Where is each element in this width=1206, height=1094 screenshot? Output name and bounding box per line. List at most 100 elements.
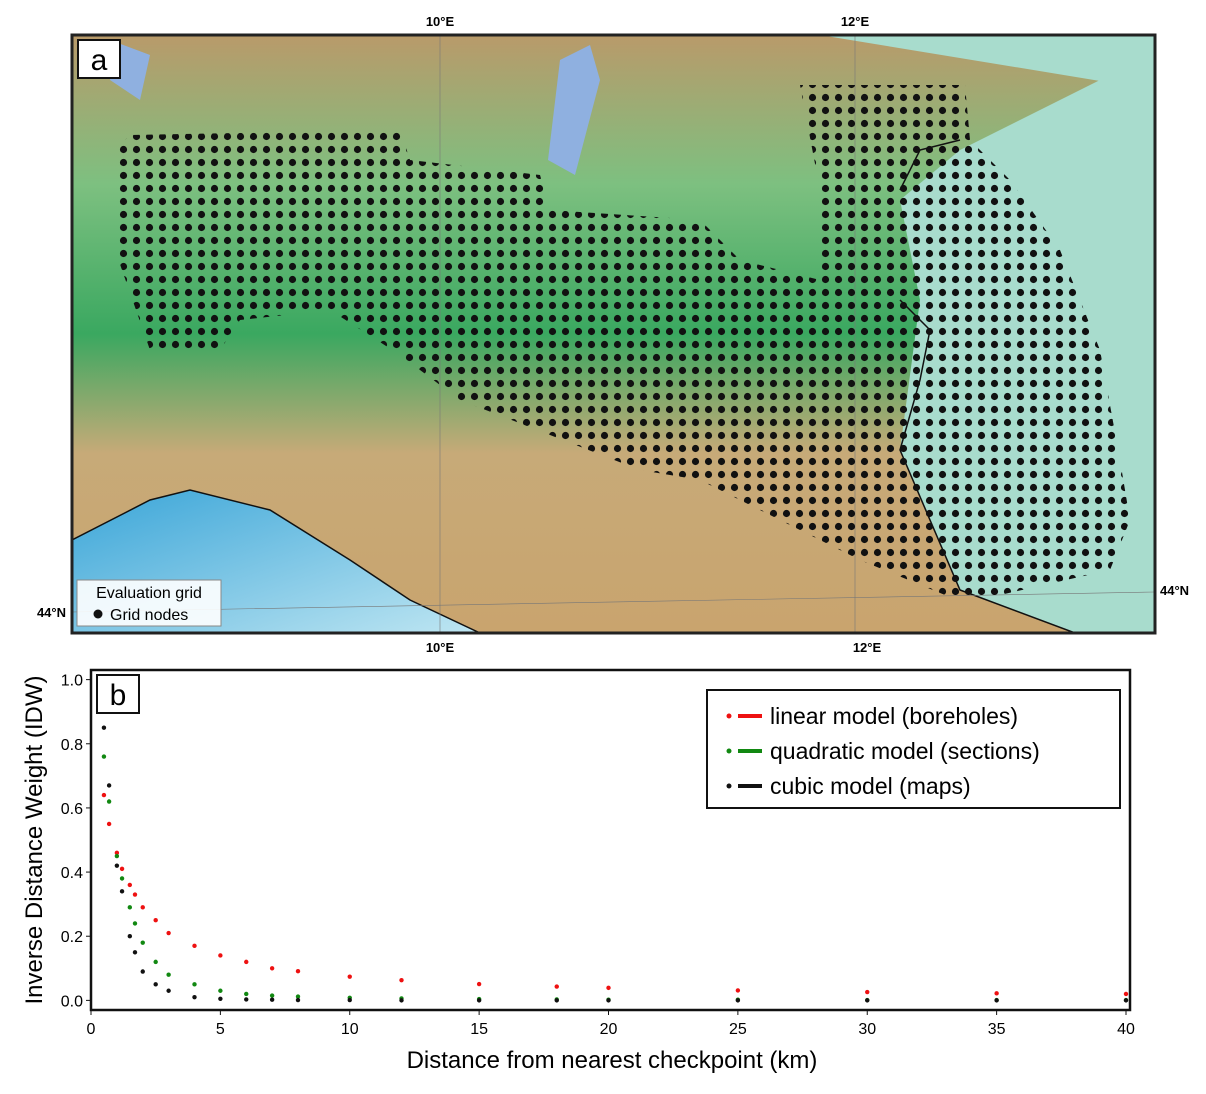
point [127,905,133,910]
panel-label: b [110,679,127,712]
point [101,725,107,730]
point [606,985,611,991]
point [295,994,301,999]
map [72,35,1155,633]
point [140,905,145,910]
point [399,998,404,1003]
x-tick-label: 30 [858,1021,876,1038]
point [132,892,138,897]
x-tick-label: 10 [341,1021,359,1038]
x-tick-label: 35 [988,1021,1006,1038]
map-legend [76,579,222,627]
panel-label: a [91,44,108,77]
point [735,988,741,993]
point [218,988,223,993]
point [476,981,482,987]
y-tick-label: 0.4 [61,865,83,882]
point [114,850,120,856]
legend-marker [726,783,732,789]
point [153,917,158,923]
point [218,996,223,1001]
lat-label: 44°N [37,605,66,620]
legend-label: Grid nodes [110,607,188,624]
point [295,968,301,974]
point [153,959,158,965]
x-tick-label: 5 [216,1021,225,1038]
point [140,940,145,945]
x-tick-label: 15 [470,1021,488,1038]
point [132,921,138,926]
point [244,991,249,997]
point [127,934,133,939]
lon-label: 10°E [426,640,455,655]
point [554,984,559,989]
point [1123,998,1129,1003]
legend [706,689,1121,809]
point [399,977,404,983]
point [132,950,138,955]
lon-label: 12°E [841,14,870,29]
y-axis-label: Inverse Distance Weight (IDW) [21,676,48,1005]
point [192,982,197,987]
point [166,972,171,977]
legend-title: Evaluation grid [96,585,202,602]
x-tick-label: 0 [87,1021,96,1038]
legend-label: cubic model (maps) [770,773,971,799]
point [106,821,112,827]
map-frame [70,33,1157,635]
point [153,982,158,987]
y-tick-label: 1.0 [61,673,83,690]
panel-label-box [77,39,121,79]
legend-marker [726,748,732,754]
y-tick-label: 0.0 [61,993,83,1010]
point [119,876,125,881]
point [192,994,197,1000]
point [269,997,275,1002]
point [140,969,145,974]
lat-label: 44°N [1160,583,1189,598]
point [994,998,999,1003]
lon-label: 12°E [853,640,882,655]
plot-frame [89,668,1132,1012]
point [865,989,870,995]
point [106,799,112,804]
point [1123,991,1129,997]
point [101,754,107,759]
point [244,997,249,1002]
y-tick-label: 0.6 [61,801,83,818]
point [554,998,559,1003]
legend-marker [93,609,103,619]
point [347,974,352,979]
point [347,997,352,1003]
legend-label: linear model (boreholes) [770,703,1018,729]
legend-marker [726,713,732,719]
point [244,959,249,965]
point [192,943,197,949]
lon-label: 10°E [426,14,455,29]
point [127,882,133,888]
point [101,792,107,798]
x-tick-label: 25 [729,1021,747,1038]
y-tick-label: 0.2 [61,929,83,946]
point [476,998,482,1003]
legend-label: quadratic model (sections) [770,738,1040,764]
point [735,998,741,1003]
point [269,966,275,971]
point [119,889,125,894]
point [114,863,120,868]
point [994,991,999,996]
point [114,853,120,859]
x-tick-label: 20 [600,1021,618,1038]
point [119,866,125,872]
point [865,998,870,1003]
point [166,988,171,993]
point [166,930,171,936]
point [295,997,301,1003]
x-axis-label: Distance from nearest checkpoint (km) [407,1047,818,1074]
point [269,993,275,998]
y-tick-label: 0.8 [61,737,83,754]
panel-label-box [96,674,140,714]
x-tick-label: 40 [1117,1021,1135,1038]
point [106,783,112,788]
